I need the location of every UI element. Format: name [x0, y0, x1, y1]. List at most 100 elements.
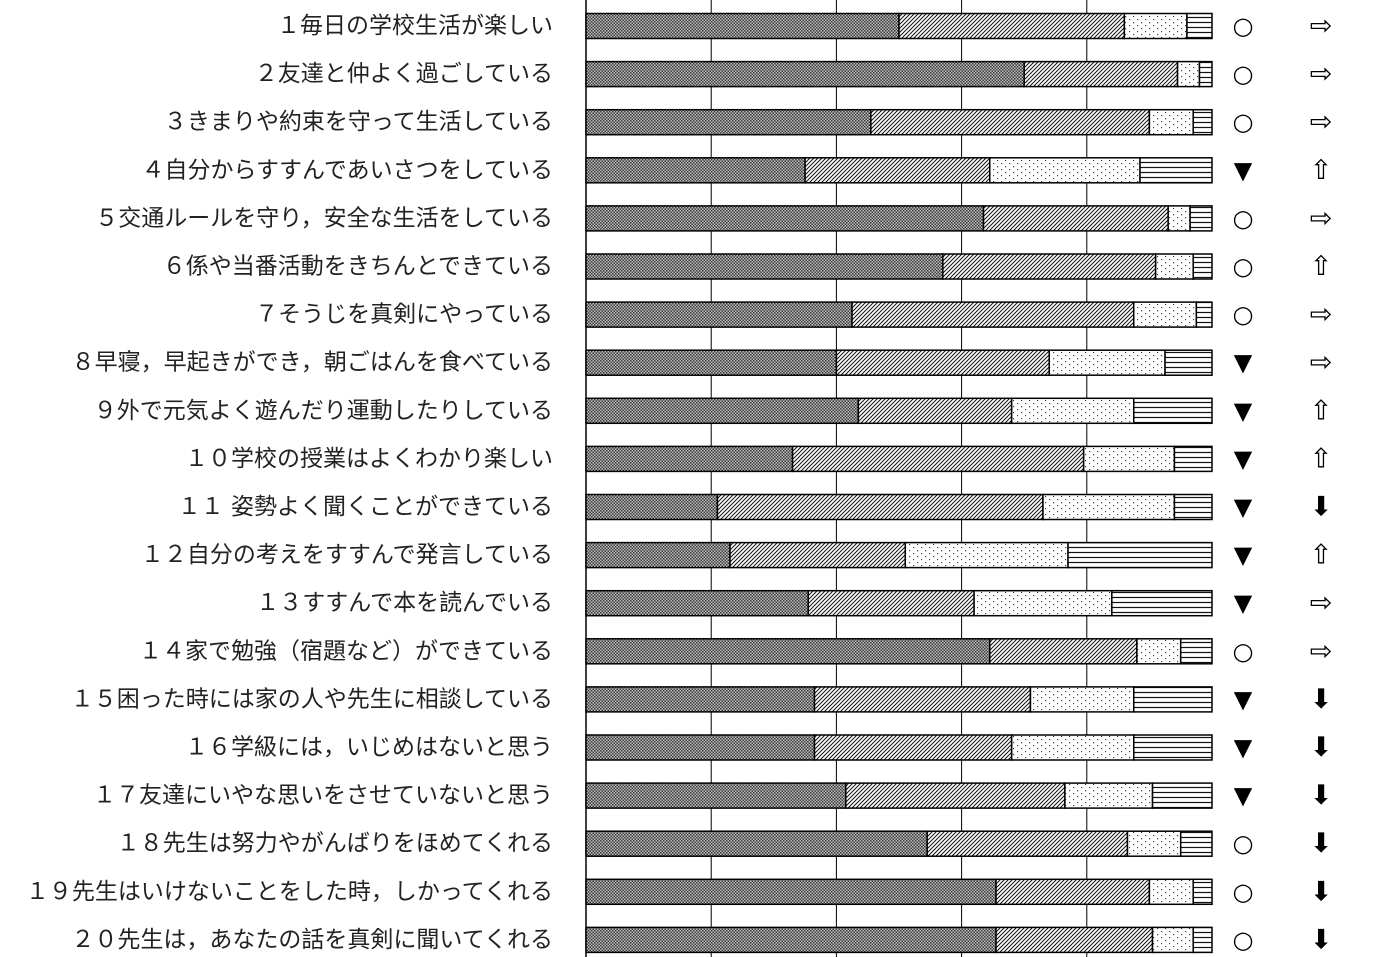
- bar-segment-horizontal-lines: [1133, 734, 1213, 761]
- status-mark: ○: [1233, 926, 1254, 954]
- category-label: １毎日の学校生活が楽しい: [277, 13, 553, 39]
- bar-segment-horizontal-lines: [1192, 108, 1213, 136]
- status-mark: ○: [1233, 830, 1254, 858]
- trend-arrow: ⇨: [1310, 107, 1333, 138]
- category-label: ５交通ルールを守り，安全な生活をしている: [95, 205, 553, 231]
- trend-arrow: ⬇: [1310, 828, 1333, 859]
- category-label: １４家で勉強（宿題など）ができている: [139, 638, 553, 664]
- bar-segment-diagonal: [807, 589, 975, 617]
- bar-segment-horizontal-lines: [1195, 301, 1213, 328]
- trend-arrow: ⇨: [1310, 588, 1333, 619]
- status-mark: ▼: [1234, 445, 1253, 473]
- bar-segment-diagonal: [851, 301, 1135, 328]
- bar-segment-horizontal-lines: [1164, 349, 1213, 376]
- trend-arrow: ⇧: [1310, 155, 1333, 186]
- bar-segment-diagonal: [995, 926, 1154, 954]
- bar-segment-diagonal: [813, 734, 1013, 761]
- bar-segment-diagonal: [989, 638, 1138, 665]
- status-mark: ○: [1233, 108, 1254, 136]
- category-label: １７友達にいやな思いをさせていないと思う: [93, 783, 553, 809]
- bar-segment-diagonal: [870, 108, 1151, 136]
- bar-segment-horizontal-lines: [1179, 638, 1213, 665]
- bar-segment-dense-dots: [585, 734, 816, 761]
- bar-segment-sparse-dots: [973, 589, 1113, 617]
- trend-arrow: ⇧: [1310, 251, 1333, 282]
- trend-arrows: ⇨ ⇨ ⇨ ⇧ ⇨ ⇧ ⇨ ⇨ ⇧ ⇧ ⬇ ⇧ ⇨ ⇨ ⬇ ⬇ ⬇ ⬇ ⬇ ⬇: [1310, 11, 1333, 956]
- status-mark: ○: [1233, 12, 1254, 40]
- bar-segment-horizontal-lines: [1186, 12, 1213, 40]
- bar-segment-horizontal-lines: [1192, 926, 1213, 954]
- bar-segment-dense-dots: [585, 686, 816, 713]
- bar-segment-dense-dots: [585, 830, 928, 857]
- bar-segment-dense-dots: [585, 493, 719, 521]
- bar-segment-sparse-dots: [1151, 926, 1194, 954]
- bar-segment-sparse-dots: [1148, 108, 1194, 136]
- trend-arrow: ⇨: [1310, 636, 1333, 667]
- bar-segment-sparse-dots: [904, 541, 1069, 569]
- status-mark: ▼: [1234, 734, 1253, 762]
- status-mark: ○: [1233, 60, 1254, 88]
- bar-segment-dense-dots: [585, 541, 731, 569]
- status-mark: ▼: [1234, 493, 1253, 521]
- category-label: ２友達と仲よく過ごしている: [255, 61, 553, 87]
- bar-segment-diagonal: [804, 157, 991, 184]
- bar-segment-dense-dots: [585, 397, 860, 425]
- bar-segment-dense-dots: [585, 878, 997, 906]
- bar-segment-horizontal-lines: [1173, 445, 1213, 473]
- trend-arrow: ⬇: [1310, 492, 1333, 523]
- category-label: ２０先生は，あなたの話を真剣に聞いてくれる: [71, 927, 553, 953]
- bar-segment-dense-dots: [585, 926, 997, 954]
- status-mark: ▼: [1234, 397, 1253, 425]
- trend-arrow: ⇨: [1310, 299, 1333, 330]
- bar-segment-diagonal: [716, 493, 1044, 521]
- bar-segment-horizontal-lines: [1133, 686, 1213, 713]
- bar-segment-horizontal-lines: [1198, 60, 1213, 88]
- trend-arrow: ⇧: [1310, 395, 1333, 426]
- bar-segment-horizontal-lines: [1192, 253, 1213, 280]
- bar-segment-sparse-dots: [1010, 397, 1135, 425]
- trend-arrow: ⬇: [1310, 684, 1333, 715]
- trend-arrow: ⬇: [1310, 876, 1333, 907]
- bar-segment-dense-dots: [585, 253, 944, 280]
- bar-segment-diagonal: [1023, 60, 1179, 88]
- category-label: １１ 姿勢よく聞くことができている: [178, 494, 553, 520]
- status-mark: ▼: [1234, 589, 1253, 617]
- trend-arrow: ⇨: [1310, 11, 1333, 42]
- bar-segment-sparse-dots: [1133, 301, 1198, 328]
- bar-segment-diagonal: [791, 445, 1085, 473]
- category-label: ８早寝，早起きができ，朝ごはんを食べている: [72, 350, 553, 376]
- bar-segment-diagonal: [835, 349, 1050, 376]
- bar-segment-sparse-dots: [1042, 493, 1176, 521]
- bar-segment-dense-dots: [585, 445, 794, 473]
- bar-segment-dense-dots: [585, 301, 853, 328]
- status-mark: ○: [1233, 253, 1254, 281]
- category-label: １５困った時には家の人や先生に相談している: [71, 686, 553, 712]
- category-labels: １毎日の学校生活が楽しい ２友達と仲よく過ごしている ３きまりや約束を守って生活して…: [26, 13, 553, 953]
- bar-segment-dense-dots: [585, 60, 1025, 88]
- status-mark: ○: [1233, 637, 1254, 665]
- bar-segment-horizontal-lines: [1192, 878, 1213, 906]
- category-label: ７そうじを真剣にやっている: [255, 302, 553, 328]
- bar-segment-sparse-dots: [1082, 445, 1176, 473]
- bar-segment-diagonal: [982, 205, 1169, 232]
- bar-segment-dense-dots: [585, 205, 985, 232]
- category-label: １０学校の授業はよくわかり楽しい: [185, 446, 553, 472]
- bar-segment-diagonal: [898, 12, 1126, 40]
- category-label: １８先生は努力やがんばりをほめてくれる: [117, 831, 553, 857]
- bar-segment-dense-dots: [585, 12, 900, 40]
- trend-arrow: ⇨: [1310, 59, 1333, 90]
- bar-segment-diagonal: [729, 541, 907, 569]
- status-mark: ▼: [1234, 685, 1253, 713]
- status-mark: ▼: [1234, 349, 1253, 377]
- status-mark: ▼: [1234, 541, 1253, 569]
- category-label: ９外で元気よく遊んだり運動したりしている: [94, 398, 553, 424]
- trend-arrow: ⇨: [1310, 203, 1333, 234]
- bar-segment-dense-dots: [585, 157, 806, 184]
- bar-segment-horizontal-lines: [1111, 589, 1213, 617]
- bar-segment-horizontal-lines: [1067, 541, 1213, 569]
- bar-segment-sparse-dots: [1010, 734, 1135, 761]
- bar-segment-horizontal-lines: [1133, 397, 1213, 425]
- bar-segment-diagonal: [845, 782, 1066, 809]
- category-label: １９先生はいけないことをした時，しかってくれる: [26, 879, 553, 905]
